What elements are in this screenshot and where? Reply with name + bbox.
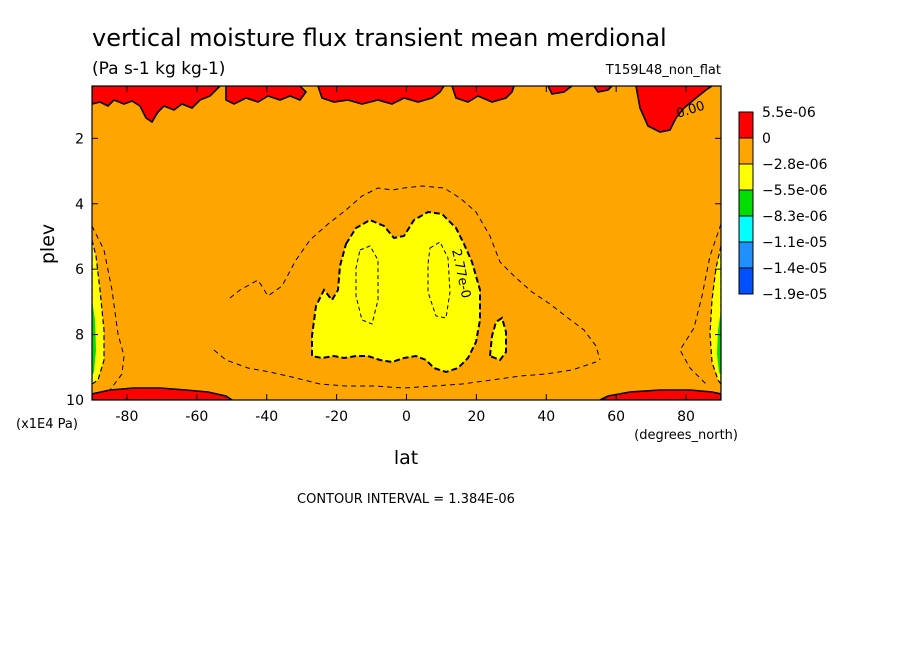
colorbar-tick-label: 5.5e-06: [762, 105, 816, 121]
x-tick-label: -60: [185, 409, 208, 425]
x-tick-label: -40: [255, 409, 278, 425]
colorbar-tick-label: −8.3e-06: [762, 209, 828, 225]
field-positive-top: [547, 86, 574, 95]
y-tick-label: 6: [75, 262, 84, 278]
contour-line: [92, 225, 125, 391]
field-negative-inner: [355, 245, 379, 325]
colorbar: 5.5e-06 0 −2.8e-06 −5.5e-06 −8.3e-06 −1.1e-05…: [738, 105, 828, 303]
x-tick-label: -20: [325, 409, 348, 425]
colorbar-tick-label: 0: [762, 131, 771, 147]
field-negative-inner: [427, 241, 451, 319]
colorbar-swatch: [738, 163, 754, 191]
colorbar-tick-label: −1.9e-05: [762, 287, 827, 303]
field-negative-edge-north-inner: [717, 310, 721, 376]
field-positive-top: [451, 86, 515, 103]
units-label: (Pa s-1 kg kg-1): [92, 59, 225, 79]
y-units-label: (x1E4 Pa): [16, 417, 78, 432]
x-tick-label: 80: [677, 409, 695, 425]
y-tick-label: 8: [75, 328, 84, 344]
field-negative-edge-south-inner: [92, 300, 96, 376]
y-tick-label: 2: [75, 131, 84, 147]
contour-line: [213, 349, 597, 389]
field-positive-top: [635, 86, 714, 133]
contour-interval-note: CONTOUR INTERVAL = 1.384E-06: [297, 492, 515, 507]
colorbar-swatch: [738, 267, 754, 295]
field-positive-top: [92, 86, 222, 124]
x-tick-label: 0: [402, 409, 411, 425]
colorbar-tick-label: −1.4e-05: [762, 261, 827, 277]
y-tick-label: 4: [75, 197, 84, 213]
field-positive-top: [225, 86, 308, 105]
x-tick-label: -80: [116, 409, 139, 425]
y-axis: 2 4 6 8 10: [66, 131, 721, 409]
colorbar-swatch: [738, 137, 754, 165]
colorbar-swatch: [738, 215, 754, 243]
field-positive-top: [317, 86, 445, 105]
x-tick-label: 60: [607, 409, 625, 425]
chart-title: vertical moisture flux transient mean me…: [92, 24, 667, 52]
colorbar-tick-label: −2.8e-06: [762, 157, 828, 173]
field-positive-bottom: [599, 389, 721, 400]
x-axis: -80 -60 -40 -20 0 20 40 60 80: [116, 86, 695, 425]
experiment-label: T159L48_non_flat: [605, 63, 721, 78]
x-units-label: (degrees_north): [634, 428, 738, 443]
plot-area: 0.00 2.77e-0: [92, 86, 721, 400]
x-axis-label: lat: [394, 447, 418, 469]
colorbar-swatch: [738, 189, 754, 217]
contour-line: [679, 223, 721, 385]
contour-line: [229, 185, 601, 361]
x-tick-label: 20: [467, 409, 485, 425]
colorbar-swatch: [738, 241, 754, 269]
y-tick-label: 10: [66, 393, 84, 409]
y-axis-label: plev: [37, 224, 59, 264]
x-tick-label: 40: [537, 409, 555, 425]
field-positive-top: [593, 86, 614, 93]
colorbar-swatch: [738, 111, 754, 139]
field-negative-core-small: [488, 316, 507, 362]
field-negative-core: [311, 210, 481, 374]
colorbar-tick-label: −5.5e-06: [762, 183, 828, 199]
colorbar-tick-label: −1.1e-05: [762, 235, 827, 251]
